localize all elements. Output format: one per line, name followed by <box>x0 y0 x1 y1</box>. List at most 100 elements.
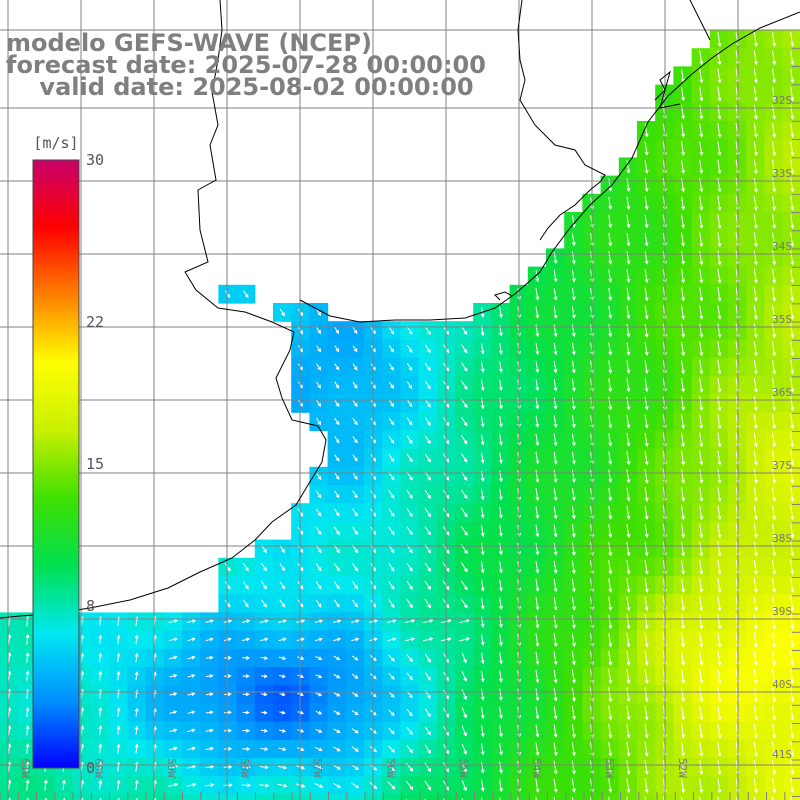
wind-vector-arrow <box>242 581 249 590</box>
wind-vector-arrow <box>699 596 704 612</box>
wind-vector-arrow <box>535 361 540 374</box>
wind-vector-arrow <box>790 341 795 357</box>
wind-vector-arrow <box>753 396 758 412</box>
wind-vector-arrow <box>753 195 758 211</box>
wind-vector-arrow <box>790 687 795 703</box>
wind-vector-arrow <box>699 741 704 757</box>
wind-vector-arrow <box>334 363 340 371</box>
wind-vector-arrow <box>735 796 738 800</box>
wind-vector-arrow <box>388 581 395 590</box>
wind-vector-arrow <box>644 323 649 338</box>
wind-vector-arrow <box>790 632 795 648</box>
wind-speed-cell <box>291 794 310 800</box>
wind-vector-arrow <box>422 619 434 624</box>
longitude-label: 55W <box>457 758 470 778</box>
wind-vector-arrow <box>168 619 179 624</box>
wind-speed-cell <box>746 794 765 800</box>
wind-vector-arrow <box>753 232 758 248</box>
wind-vector-arrow <box>333 526 340 536</box>
wind-vector-arrow <box>98 652 103 663</box>
wind-vector-arrow <box>608 669 613 685</box>
wind-vector-arrow <box>753 596 758 612</box>
wind-vector-arrow <box>626 469 631 484</box>
wind-vector-arrow <box>205 764 215 769</box>
wind-vector-arrow <box>790 305 795 321</box>
wind-vector-arrow <box>699 159 704 175</box>
wind-vector-arrow <box>681 359 686 375</box>
wind-vector-arrow <box>790 323 795 339</box>
wind-vector-arrow <box>352 599 358 608</box>
wind-vector-arrow <box>135 797 139 800</box>
longitude-label: 56W <box>384 758 397 778</box>
wind-vector-arrow <box>753 341 758 357</box>
wind-vector-arrow <box>717 687 722 703</box>
wind-vector-arrow <box>626 378 631 393</box>
wind-vector-arrow <box>261 710 268 715</box>
wind-vector-arrow <box>351 728 359 734</box>
wind-vector-arrow <box>424 653 431 663</box>
wind-vector-arrow <box>260 747 269 751</box>
wind-vector-arrow <box>753 468 758 484</box>
wind-vector-arrow <box>699 214 704 230</box>
wind-speed-cell <box>400 794 420 800</box>
wind-vector-arrow <box>334 472 340 480</box>
wind-vector-arrow <box>535 379 540 392</box>
wind-vector-arrow <box>535 506 540 520</box>
wind-vector-arrow <box>608 705 613 721</box>
longitude-label: 54W <box>530 758 543 778</box>
wind-vector-arrow <box>168 782 179 787</box>
wind-vector-arrow <box>424 344 431 354</box>
wind-vector-arrow <box>717 523 722 539</box>
wind-speed-cell <box>345 794 365 800</box>
wind-vector-arrow <box>681 487 686 503</box>
wind-vector-arrow <box>790 286 795 302</box>
wind-vector-arrow <box>608 487 613 502</box>
wind-vector-arrow <box>681 287 686 302</box>
wind-vector-arrow <box>352 345 358 353</box>
wind-vector-arrow <box>681 141 686 157</box>
wind-vector-arrow <box>608 687 613 703</box>
wind-vector-arrow <box>608 505 613 520</box>
wind-vector-arrow <box>168 637 178 642</box>
wind-vector-arrow <box>316 399 322 407</box>
wind-vector-arrow <box>571 378 576 392</box>
wind-vector-arrow <box>772 86 777 102</box>
wind-vector-arrow <box>790 487 795 503</box>
wind-vector-arrow <box>351 691 359 697</box>
wind-vector-arrow <box>699 687 704 703</box>
wind-vector-arrow <box>681 669 686 685</box>
wind-speed-cell <box>600 794 620 800</box>
wind-speed-cell <box>127 794 147 800</box>
wind-vector-arrow <box>205 710 214 715</box>
wind-vector-arrow <box>626 487 631 502</box>
wind-vector-arrow <box>608 214 613 229</box>
wind-vector-arrow <box>790 250 795 266</box>
wind-vector-arrow <box>717 214 722 230</box>
wind-vector-arrow <box>187 637 196 642</box>
wind-vector-arrow <box>25 779 30 791</box>
wind-vector-arrow <box>116 725 121 736</box>
wind-vector-arrow <box>406 580 413 590</box>
wind-vector-arrow <box>753 414 758 430</box>
wind-vector-arrow <box>498 343 503 355</box>
wind-vector-arrow <box>315 710 323 715</box>
wind-vector-arrow <box>571 796 574 800</box>
wind-vector-arrow <box>772 141 777 157</box>
wind-vector-arrow <box>644 596 649 612</box>
wind-vector-arrow <box>424 744 431 754</box>
wind-speed-cell <box>273 794 292 800</box>
wind-vector-arrow <box>261 581 267 590</box>
wind-speed-cell <box>36 794 56 800</box>
map-title-valid-date: valid date: 2025-08-02 00:00:00 <box>6 73 474 101</box>
wind-vector-arrow <box>753 177 758 193</box>
wind-vector-arrow <box>316 327 322 335</box>
wind-vector-arrow <box>644 541 649 557</box>
wind-vector-arrow <box>717 450 722 466</box>
wind-vector-arrow <box>790 104 795 120</box>
wind-vector-arrow <box>626 396 631 411</box>
wind-vector-arrow <box>717 778 722 794</box>
wind-vector-arrow <box>553 524 558 538</box>
wind-vector-arrow <box>498 470 503 483</box>
wind-vector-arrow <box>644 560 649 575</box>
wind-vector-arrow <box>498 652 503 665</box>
